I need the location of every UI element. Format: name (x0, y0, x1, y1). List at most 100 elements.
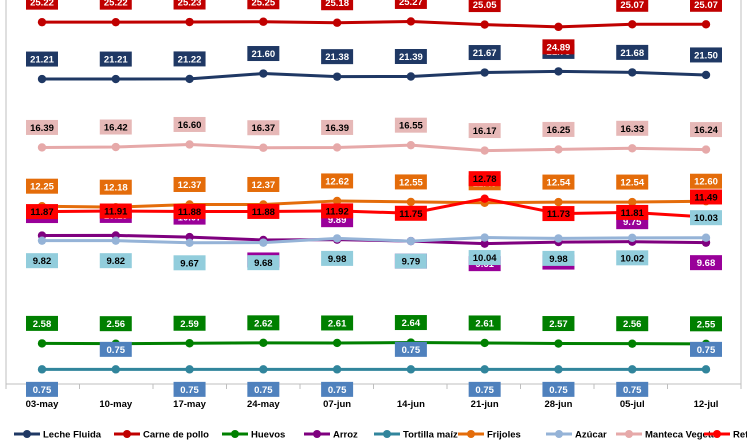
data-label-box (394, 0, 427, 9)
legend-item-leche-fluida: Leche Fluida (14, 430, 102, 441)
data-label: 16.55 (394, 117, 427, 133)
data-label-text: 2.61 (475, 318, 494, 329)
data-point (332, 234, 342, 243)
data-label-text: 12.60 (694, 177, 718, 188)
data-label: 21.60 (247, 46, 280, 62)
data-label: 16.33 (616, 120, 649, 136)
data-point (480, 68, 489, 77)
data-label-text: 21.22 (178, 54, 202, 65)
data-label-box (394, 315, 427, 331)
data-label-box (247, 176, 280, 192)
data-label-text: 21.67 (473, 48, 497, 59)
data-label: 16.39 (26, 119, 58, 135)
data-label-box (690, 122, 722, 138)
data-label: 25.05 (468, 0, 501, 13)
legend-item-carne-de-pollo: Carne de pollo (114, 430, 209, 441)
data-point (406, 140, 416, 150)
data-label-text: 10.02 (620, 253, 644, 264)
data-point (701, 233, 711, 242)
data-label-box (542, 206, 575, 222)
legend-item-refrescos: Refrescos (704, 430, 747, 441)
data-label-text: 21.60 (251, 49, 275, 60)
labels-frijoles: 12.2512.1812.3712.3712.6212.5512.4912.54… (26, 173, 722, 195)
series-line (42, 69, 707, 81)
legend-marker (467, 430, 475, 438)
data-point (406, 72, 416, 81)
data-label-text: 21.21 (30, 55, 54, 66)
data-label-text: 9.98 (328, 254, 347, 265)
data-label-text: 9.67 (180, 258, 199, 269)
data-point (111, 365, 120, 374)
data-label-text: 12.18 (104, 183, 128, 194)
data-label-text: 9.82 (33, 256, 52, 267)
legend-label: Manteca Vegetal (645, 430, 719, 441)
data-label-box (247, 0, 280, 10)
data-label-box (173, 381, 206, 397)
x-tick-label: 05-jul (620, 399, 645, 410)
data-label: 11.73 (542, 206, 575, 222)
data-label: 16.42 (99, 119, 132, 135)
data-label-box (99, 341, 132, 357)
data-point (480, 20, 489, 29)
data-label: 25.25 (247, 0, 280, 10)
data-label-box (468, 0, 501, 13)
data-label: 25.22 (26, 0, 58, 10)
x-tick-label: 17-may (173, 399, 206, 410)
data-label-text: 11.75 (399, 209, 423, 220)
series-leche-fluida (37, 67, 711, 84)
data-label: 11.88 (173, 203, 206, 219)
data-point (185, 17, 194, 27)
data-label-text: 0.75 (549, 385, 568, 396)
data-label-text: 21.38 (325, 52, 349, 63)
data-label: 16.37 (247, 120, 280, 136)
data-label-text: 25.07 (694, 0, 718, 11)
data-label: 2.62 (247, 315, 280, 331)
series-tortilla-maiz (37, 365, 711, 374)
data-point (480, 233, 489, 242)
data-label-box (468, 45, 501, 61)
data-label: 12.54 (616, 174, 649, 190)
legend-label: Arroz (333, 430, 358, 441)
data-label: 0.75 (247, 381, 280, 397)
data-label-box (616, 120, 649, 136)
data-label-box (542, 174, 575, 190)
data-label-text: 12.25 (30, 182, 54, 193)
labels-carne-de-pollo: 25.22 25.22 25.23 25.25 25.18 25.27 25.05 24.89… (26, 0, 722, 55)
data-label-box (616, 250, 649, 266)
data-label: 11.91 (99, 203, 132, 219)
data-label: 2.64 (394, 315, 427, 331)
legend-marker (625, 430, 633, 438)
data-label: 0.75 (542, 381, 575, 397)
data-label-text: 11.87 (30, 207, 53, 218)
data-label-box (173, 315, 206, 331)
legend-item-manteca-vegetal: Manteca Vegetal (616, 430, 719, 441)
data-label: 21.38 (321, 49, 354, 65)
data-point (332, 72, 342, 81)
data-label-text: 11.88 (178, 207, 201, 218)
data-label: 21.67 (468, 45, 501, 61)
data-label: 12.60 (690, 173, 722, 189)
data-label-text: 9.79 (402, 257, 421, 268)
data-label-box (394, 117, 427, 133)
legend-marker (555, 430, 563, 438)
data-label-text: 16.37 (251, 123, 275, 134)
data-label-box (616, 174, 649, 190)
data-label-box (690, 316, 722, 332)
data-label-text: 16.24 (694, 125, 718, 136)
data-label-box (26, 381, 58, 397)
data-label-box (26, 119, 58, 135)
data-label-box (247, 46, 280, 62)
data-point (332, 196, 342, 206)
data-label-box (690, 210, 722, 226)
data-point (628, 339, 637, 348)
data-labels-layer: 21.2121.2121.2221.6021.3821.3921.6721.75… (26, 0, 722, 397)
data-label-box (542, 121, 575, 137)
data-point (185, 140, 194, 149)
data-label-box (247, 120, 280, 136)
data-label-text: 16.39 (30, 123, 54, 134)
legend-label: Refrescos (733, 430, 747, 441)
data-point (37, 365, 47, 374)
data-label-text: 25.25 (251, 0, 275, 8)
data-label-text: 9.89 (328, 215, 347, 226)
data-label-box (468, 381, 501, 397)
